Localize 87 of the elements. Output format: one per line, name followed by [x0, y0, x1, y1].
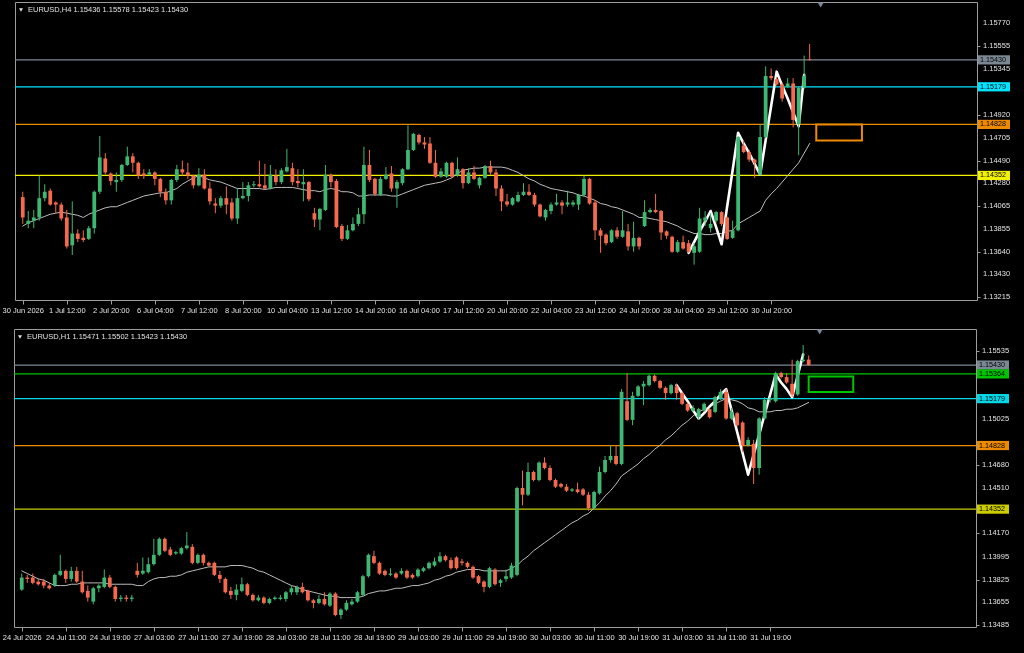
candlestick — [169, 178, 174, 206]
candlestick — [802, 55, 807, 90]
candlestick — [740, 420, 745, 453]
candlestick — [202, 168, 207, 191]
candlestick — [428, 136, 432, 165]
candlestick — [318, 207, 322, 231]
candlestick — [235, 188, 240, 225]
candlestick — [190, 543, 195, 565]
candlestick — [406, 124, 410, 171]
candlestick — [768, 396, 773, 403]
candlestick — [339, 607, 343, 620]
candlestick — [482, 579, 486, 593]
candlestick — [769, 67, 774, 81]
candlestick — [762, 396, 767, 421]
candlestick — [472, 165, 476, 181]
candlestick — [648, 207, 652, 214]
candlestick — [780, 81, 785, 103]
candlestick — [103, 152, 108, 176]
candlestick — [196, 167, 201, 187]
candlestick — [373, 177, 377, 197]
candlestick — [807, 43, 812, 62]
candlestick — [307, 180, 311, 202]
candlestick — [151, 538, 156, 567]
candlestick — [537, 460, 541, 482]
candlestick — [296, 168, 300, 188]
candlestick — [228, 586, 233, 600]
candlestick — [614, 444, 618, 466]
candlestick — [119, 163, 124, 183]
candlestick — [505, 193, 509, 208]
candlestick — [703, 210, 707, 227]
candlestick — [58, 554, 63, 577]
candlestick — [570, 487, 574, 493]
candlestick — [361, 574, 365, 597]
candlestick — [730, 220, 735, 240]
candlestick — [752, 158, 757, 179]
candlestick — [239, 577, 244, 593]
candlestick — [527, 183, 531, 197]
candlestick — [262, 163, 267, 191]
candlestick — [20, 191, 25, 225]
candlestick — [59, 201, 64, 222]
candlestick — [240, 181, 245, 200]
candlestick — [273, 168, 278, 186]
candlestick — [70, 200, 75, 256]
candlestick — [691, 404, 695, 413]
candlestick — [659, 209, 663, 241]
candlestick — [746, 436, 751, 448]
candlestick — [626, 223, 630, 252]
candlestick — [592, 490, 596, 510]
candlestick — [80, 570, 85, 595]
candlestick — [217, 570, 222, 584]
candlestick — [504, 569, 508, 583]
candlestick — [268, 164, 273, 191]
candlestick — [560, 199, 564, 215]
candlestick — [384, 166, 388, 181]
candlestick — [317, 594, 321, 605]
candlestick — [37, 175, 42, 222]
candlestick — [708, 212, 713, 233]
candlestick — [157, 536, 162, 557]
candlestick — [158, 177, 163, 198]
candlestick — [257, 160, 262, 188]
line-series — [21, 397, 810, 599]
candlestick — [526, 462, 530, 497]
candlestick — [461, 167, 465, 190]
candlestick — [31, 209, 36, 229]
candlestick — [681, 235, 685, 251]
candlestick — [251, 180, 256, 188]
candlestick — [229, 197, 234, 222]
candlestick — [438, 551, 442, 564]
candlestick — [224, 185, 229, 215]
candlestick — [125, 146, 130, 167]
candlestick — [207, 181, 212, 206]
candlestick — [598, 227, 603, 254]
candlestick — [549, 201, 553, 215]
candlestick — [285, 148, 289, 173]
candlestick — [625, 372, 629, 422]
candlestick — [114, 171, 119, 193]
candlestick — [372, 550, 376, 565]
candlestick — [351, 216, 355, 232]
candlestick — [692, 242, 696, 266]
candlestick — [571, 199, 575, 208]
candlestick — [130, 152, 135, 173]
candlestick — [790, 359, 795, 398]
candlestick — [494, 168, 498, 197]
candlestick — [246, 181, 251, 202]
line-series — [22, 143, 811, 236]
candlestick — [395, 179, 399, 209]
candlestick — [582, 175, 586, 198]
